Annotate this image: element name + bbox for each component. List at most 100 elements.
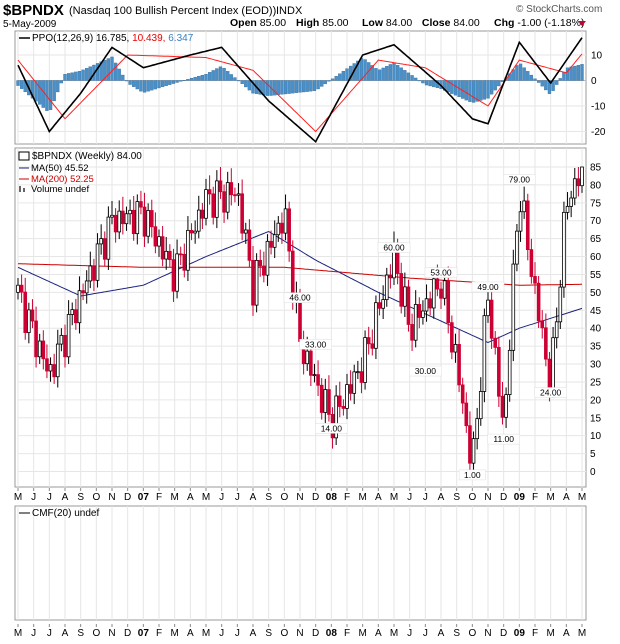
price-bar: [348, 384, 353, 394]
price-bar: [337, 395, 342, 407]
price-bar: [251, 259, 255, 306]
ppo-hist-bar: [229, 74, 233, 81]
price-bar: [417, 304, 422, 318]
ppo-hist-bar: [16, 80, 20, 86]
price-bar: [533, 276, 537, 284]
ppo-hist-bar: [265, 80, 270, 96]
cmf-legend: CMF(20) undef: [19, 508, 99, 519]
x-tick: 09: [514, 492, 526, 503]
price-bar: [500, 395, 505, 418]
price-bar: [478, 391, 483, 420]
price-bar: [475, 418, 479, 440]
price-bar: [121, 210, 125, 225]
ppo-hist-bar: [453, 80, 458, 96]
price-bar: [37, 340, 42, 358]
x-tick: N: [484, 492, 491, 503]
price-bar: [384, 274, 389, 301]
price-bar: [254, 259, 259, 306]
quote-chg: Chg -1.00 (-1.18%): [494, 17, 584, 29]
ppo-hist-bar: [327, 80, 331, 82]
price-bar: [554, 321, 559, 339]
price-tick: 85: [590, 163, 602, 174]
price-tick: 25: [590, 377, 602, 388]
price-bar: [95, 243, 100, 281]
x-tick: J: [407, 628, 412, 639]
price-bar: [406, 286, 411, 325]
annotation-box: [315, 423, 348, 434]
ppo-hist-bar: [157, 80, 161, 89]
ppo-hist-bar: [359, 58, 364, 81]
price-bar: [413, 304, 418, 341]
price-bar: [59, 334, 64, 345]
price-bar: [157, 236, 161, 247]
price-bar: [305, 350, 310, 365]
x-tick: M: [14, 628, 22, 639]
quote-low: Low 84.00: [362, 17, 412, 29]
ppo-hist-bar: [562, 72, 566, 81]
ppo-hist-bar: [132, 80, 136, 87]
ppo-line: [17, 37, 583, 143]
ma200-label: MA(200) 52.25: [31, 174, 94, 185]
ppo-hist-bar: [370, 65, 374, 81]
x-tick: 08: [326, 628, 338, 639]
x-tick: J: [423, 628, 428, 639]
x-tick: J: [31, 492, 36, 503]
ppo-hist-bar: [59, 80, 64, 84]
ppo-hist-bar: [236, 80, 241, 82]
annotation-label: 14.00: [321, 423, 343, 433]
ppo-hist-bar: [301, 80, 306, 93]
price-bar: [316, 374, 320, 386]
ppo-hist-bar: [139, 80, 143, 92]
price-bar: [84, 280, 89, 294]
x-tick: M: [546, 492, 554, 503]
volume-label: Volume undef: [31, 184, 89, 195]
price-bar: [518, 211, 523, 232]
x-tick: M: [546, 628, 554, 639]
x-tick: A: [563, 628, 570, 639]
price-bar: [30, 309, 35, 322]
ppo-tick: 10: [591, 51, 603, 62]
annotation-label: 1.00: [464, 470, 481, 480]
price-bar: [576, 178, 581, 187]
x-tick: J: [235, 628, 240, 639]
ppo-hist-bar: [345, 68, 349, 81]
price-bar: [439, 288, 443, 299]
price-bar: [88, 265, 93, 282]
price-tick: 0: [590, 467, 596, 478]
quote-row: Open 85.00 High 85.00 Low 84.00 Close 84.00…: [230, 17, 584, 29]
x-tick: N: [296, 492, 303, 503]
x-tick: D: [500, 492, 507, 503]
price-bar: [399, 273, 404, 307]
price-bar: [569, 197, 573, 207]
price-bar: [99, 238, 103, 245]
ppo-hist-bar: [536, 80, 541, 83]
price-annotations: 46.00 33.00 14.00 60.00 53.00 30.00 49.00 1.00 1…: [283, 174, 567, 481]
ppo-hist-bar: [41, 80, 45, 108]
ppo-hist-bar: [52, 80, 56, 102]
x-tick: O: [280, 628, 288, 639]
ppo-hist-bar: [555, 80, 559, 85]
annotation-label: 11.00: [493, 434, 514, 444]
price-bar: [265, 240, 270, 276]
x-tick: J: [219, 492, 224, 503]
price-title: $BPNDX (Weekly) 84.00: [32, 151, 142, 162]
x-tick: J: [31, 628, 36, 639]
ppo-hist-bar: [106, 58, 111, 81]
price-bar: [464, 402, 469, 427]
ppo-hist-bar: [406, 72, 411, 81]
price-bar: [366, 337, 371, 345]
ppo-hist-bar: [113, 62, 118, 81]
price-bar: [453, 344, 458, 353]
ppo-hist-bar: [388, 64, 393, 81]
price-bar: [356, 371, 360, 374]
ppo-hist-bar: [464, 80, 468, 101]
ppo-hist-bar: [377, 69, 382, 81]
ppo-hist-bar: [171, 80, 176, 84]
annotation-label: 53.00: [430, 268, 452, 278]
ppo-hist-bar: [450, 80, 454, 94]
ppo-hist-bar: [486, 80, 490, 99]
x-tick: M: [358, 492, 366, 503]
price-bar: [81, 290, 85, 294]
quote-open: Open 85.00: [230, 17, 286, 29]
